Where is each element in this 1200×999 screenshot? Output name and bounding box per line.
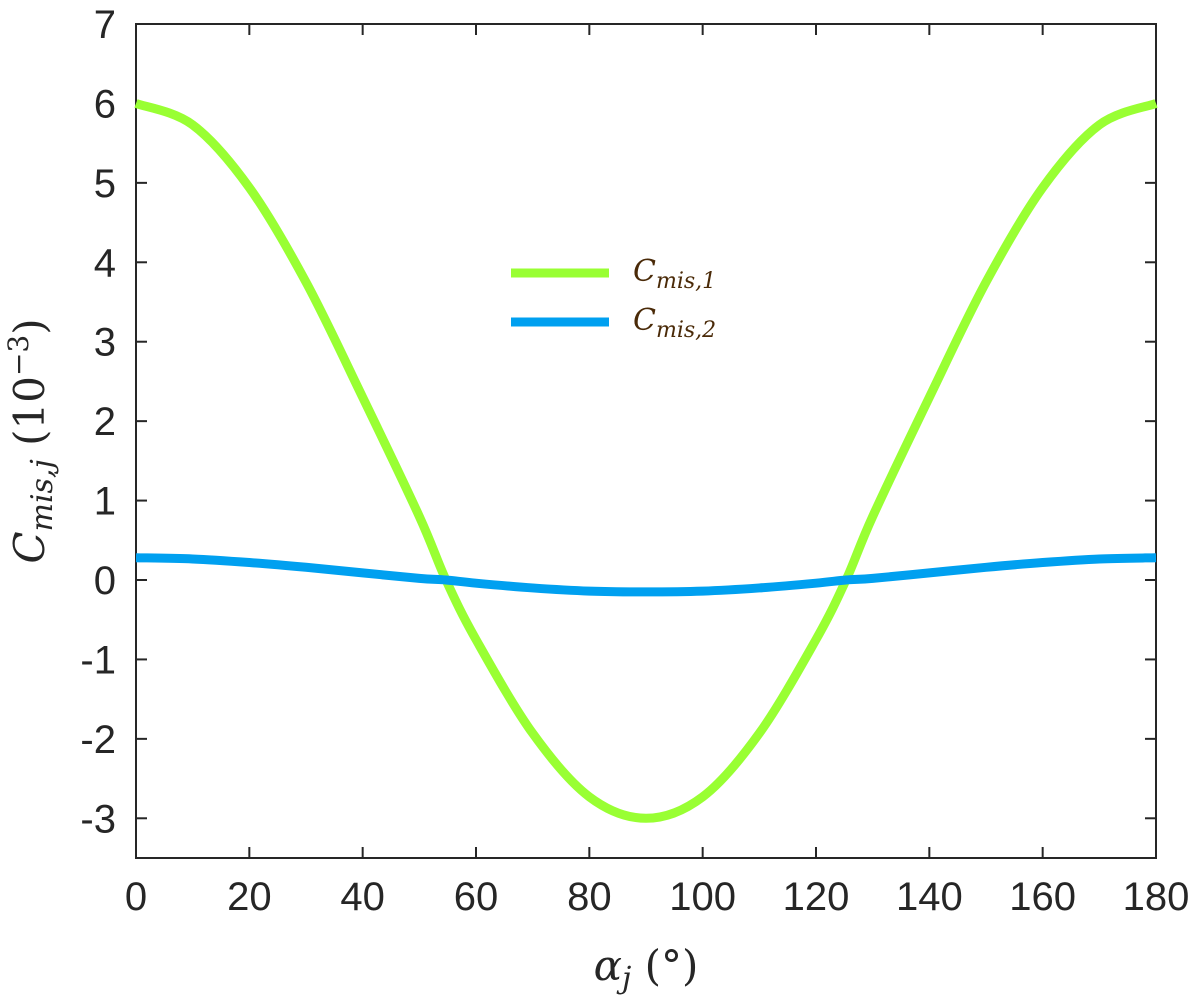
y-axis-exponent: −3 <box>2 335 35 376</box>
y-axis-symbol: C <box>5 532 54 564</box>
x-tick-label: 180 <box>1123 875 1190 919</box>
legend-label-2: Cmis,2 <box>633 303 716 343</box>
y-tick-label: 1 <box>94 480 116 524</box>
x-tick-label: 0 <box>125 875 147 919</box>
series-line-2 <box>135 553 1157 597</box>
plot-frame <box>135 23 1157 859</box>
svg-text:Cmis,j (10−3): Cmis,j (10−3) <box>2 318 60 563</box>
x-tick-label: 160 <box>1009 875 1076 919</box>
x-axis-symbol: α <box>594 941 622 990</box>
x-tick-label: 20 <box>227 875 272 919</box>
x-tick-label: 120 <box>783 875 850 919</box>
y-tick-label: -3 <box>80 797 116 841</box>
y-tick-label: -1 <box>80 638 116 682</box>
axis-ticks <box>135 23 1157 858</box>
x-tick-label: 100 <box>669 875 736 919</box>
legend-label-1: Cmis,1 <box>633 254 716 294</box>
y-tick-label: 5 <box>94 162 116 206</box>
y-tick-labels: -3 -2 -1 0 1 2 3 4 5 6 7 <box>80 3 116 841</box>
y-tick-label: 7 <box>94 3 116 47</box>
y-tick-label: -2 <box>80 718 116 762</box>
y-axis-unit: (10 <box>5 376 54 459</box>
legend: Cmis,1 Cmis,2 <box>511 254 716 343</box>
x-tick-label: 140 <box>896 875 963 919</box>
x-axis-label: αj (°) <box>594 941 699 996</box>
x-tick-label: 60 <box>454 875 499 919</box>
series-lines <box>134 99 1158 823</box>
y-tick-label: 0 <box>94 559 116 603</box>
y-tick-label: 6 <box>94 82 116 126</box>
series-line-1 <box>134 99 1158 823</box>
x-tick-label: 40 <box>340 875 385 919</box>
y-axis-subscript: mis,j <box>25 459 60 531</box>
y-tick-label: 2 <box>94 400 116 444</box>
x-tick-label: 80 <box>567 875 612 919</box>
x-axis-unit: (°) <box>631 941 698 990</box>
y-tick-label: 4 <box>94 241 116 285</box>
y-axis-label: Cmis,j (10−3) <box>2 318 60 563</box>
x-tick-labels: 0 20 40 60 80 100 120 140 160 180 <box>125 875 1190 919</box>
y-tick-label: 3 <box>94 321 116 365</box>
